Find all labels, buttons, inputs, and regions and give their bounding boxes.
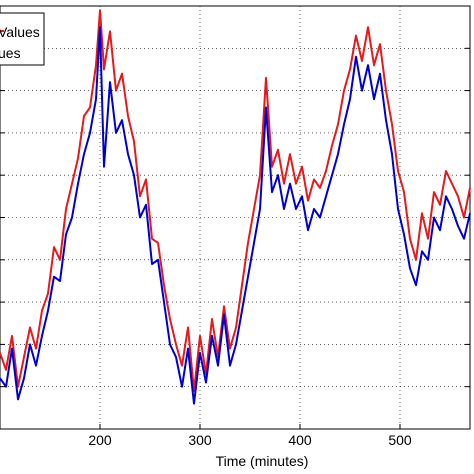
x-axis-label: Time (minutes) [216, 453, 309, 469]
legend-box [0, 12, 45, 66]
x-tick-label: 500 [388, 432, 412, 448]
series-line-1 [0, 9, 471, 392]
series-line-2 [0, 26, 471, 405]
tick-labels: 200 300 400 500 [0, 5, 470, 448]
x-tick-label: 400 [288, 432, 312, 448]
legend-label-1: Values [0, 24, 40, 40]
legend: Values ues [0, 12, 45, 66]
series-group [0, 9, 471, 405]
x-tick-label: 300 [188, 432, 212, 448]
legend-label-2: ues [0, 45, 21, 61]
x-tick-label: 200 [88, 432, 112, 448]
